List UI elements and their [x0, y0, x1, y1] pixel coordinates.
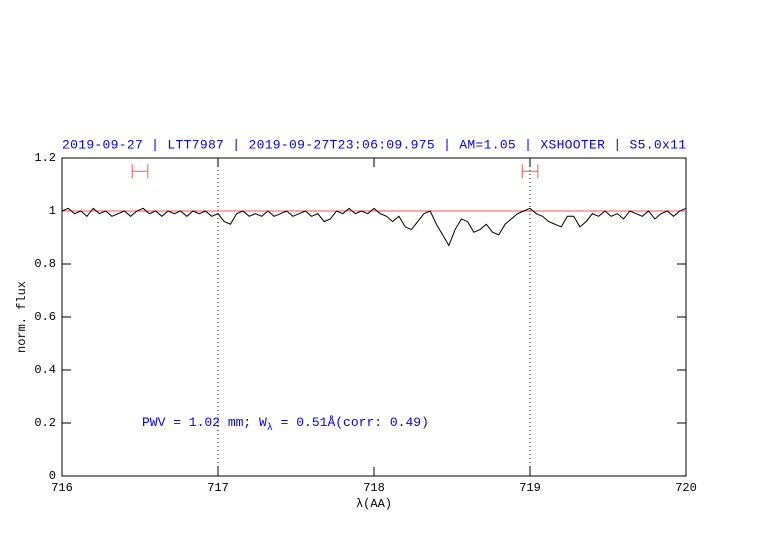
x-tick-label: 716 — [51, 481, 73, 495]
spectrum-line — [61, 207, 687, 247]
y-axis-label: norm. flux — [15, 281, 29, 353]
annotation-part: λ — [267, 422, 273, 434]
y-tick-label: 1.2 — [34, 151, 56, 165]
annotation-part: PWV = 1.02 mm; W — [142, 415, 267, 430]
y-tick-label: 0.8 — [34, 257, 56, 271]
chart-title: 2019-09-27 | LTT7987 | 2019-09-27T23:06:… — [62, 137, 686, 152]
range-marker — [131, 164, 149, 179]
annotation-part: = 0.51Å(corr: 0.49) — [273, 415, 429, 430]
x-tick-label: 720 — [675, 481, 697, 495]
y-tick-label: 0.2 — [34, 416, 56, 430]
x-axis-label: λ(AA) — [356, 497, 392, 511]
annotation: PWV = 1.02 mm; Wλ = 0.51Å(corr: 0.49) — [142, 415, 429, 433]
range-marker — [521, 164, 539, 179]
y-tick-label: 0.6 — [34, 310, 56, 324]
x-tick-label: 719 — [519, 481, 541, 495]
x-tick-label: 718 — [363, 481, 385, 495]
y-tick-label: 0 — [49, 469, 56, 483]
y-tick-label: 0.4 — [34, 363, 56, 377]
x-tick-label: 717 — [207, 481, 229, 495]
y-tick-label: 1 — [49, 204, 56, 218]
